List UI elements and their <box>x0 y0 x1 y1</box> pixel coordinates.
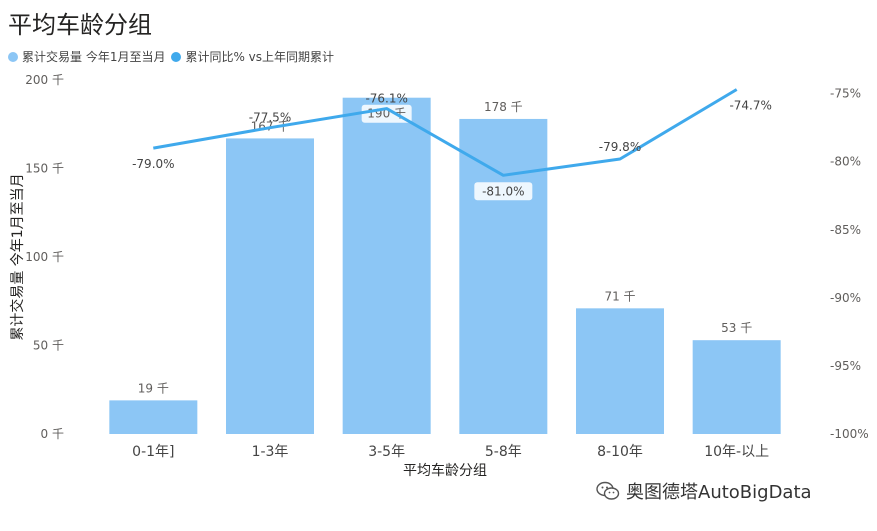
bar-value-label: 71 千 <box>604 289 635 303</box>
chart-title: 平均车龄分组 <box>8 11 152 39</box>
y2-tick-label: -100% <box>830 427 869 441</box>
x-tick-label: 3-5年 <box>368 444 405 460</box>
x-tick-label: 1-3年 <box>252 444 289 460</box>
legend: 累计交易量 今年1月至当月 累计同比% vs上年同期累计 <box>8 48 340 65</box>
y-tick-label: 0 千 <box>41 427 64 441</box>
bar <box>459 118 548 434</box>
x-tick-label: 8-10年 <box>597 444 643 460</box>
y-tick-label: 200 千 <box>25 73 64 87</box>
line-value-label: -79.8% <box>599 140 641 154</box>
bar-value-label: 178 千 <box>484 100 523 114</box>
legend-marker-yoy <box>171 51 182 62</box>
y2-tick-label: -75% <box>830 87 861 101</box>
bar-value-label: 53 千 <box>721 321 752 335</box>
watermark-text: 奥图德塔AutoBigData <box>626 482 812 503</box>
y2-tick-label: -85% <box>830 223 861 237</box>
x-axis-title: 平均车龄分组 <box>403 462 487 479</box>
y-axis-title: 累计交易量 今年1月至当月 <box>9 173 26 340</box>
x-tick-label: 5-8年 <box>485 444 522 460</box>
watermark: 奥图德塔AutoBigData <box>596 478 812 504</box>
bar <box>692 340 781 434</box>
line-value-label: -81.0% <box>482 184 524 198</box>
bar <box>576 308 664 434</box>
line-label-box <box>474 182 533 201</box>
legend-item-volume[interactable]: 累计交易量 今年1月至当月 <box>8 48 165 65</box>
x-tick-label: 10年-以上 <box>704 444 769 460</box>
line-value-label: -79.0% <box>132 157 174 171</box>
y2-tick-label: -90% <box>830 291 861 305</box>
x-tick-label: 0-1年] <box>132 444 174 460</box>
line-value-label: -74.7% <box>729 99 771 113</box>
line-value-label: -77.5% <box>249 111 291 125</box>
legend-item-yoy[interactable]: 累计同比% vs上年同期累计 <box>171 48 334 65</box>
bar <box>342 97 431 434</box>
legend-marker-volume <box>8 51 18 62</box>
bar <box>109 400 198 434</box>
wechat-icon <box>596 481 620 500</box>
y2-tick-label: -95% <box>830 359 861 373</box>
y-tick-label: 50 千 <box>33 339 64 353</box>
y-tick-label: 150 千 <box>25 162 64 176</box>
yoy-line <box>153 88 738 177</box>
y-tick-label: 100 千 <box>25 250 64 264</box>
y2-tick-label: -80% <box>830 155 861 169</box>
bar-value-label: 19 千 <box>138 381 169 395</box>
legend-label-yoy: 累计同比% vs上年同期累计 <box>185 50 335 64</box>
line-value-label: -76.1% <box>365 92 407 106</box>
legend-label-volume: 累计交易量 今年1月至当月 <box>22 50 166 64</box>
bar <box>226 138 314 434</box>
